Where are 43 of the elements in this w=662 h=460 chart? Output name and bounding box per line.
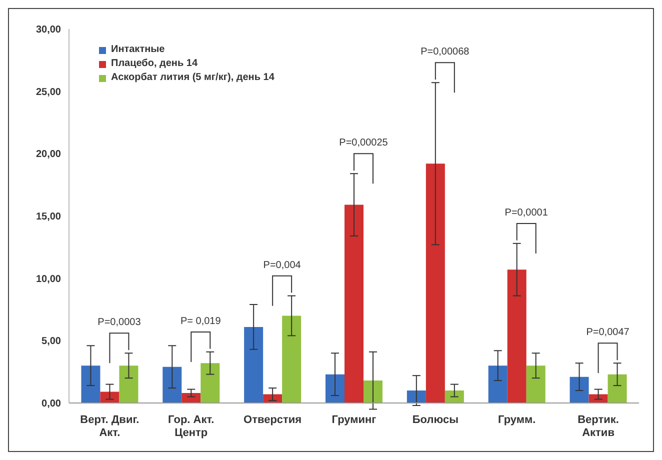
bar [200, 363, 220, 403]
bar [244, 326, 264, 403]
legend-label: Интактные [111, 43, 165, 57]
bar [81, 366, 100, 403]
y-tick-label: 5,00 [42, 336, 62, 348]
annotation: P=0,0003 [98, 317, 142, 328]
annotation: P=0,00068 [420, 46, 470, 58]
bar [282, 316, 302, 403]
y-tick-label: 20,00 [36, 149, 62, 160]
x-tick-label: Грумм. [498, 414, 536, 426]
y-tick-label: 30,00 [36, 24, 62, 36]
bar [326, 374, 344, 403]
bar [344, 204, 364, 403]
x-tick-label: Болюсы [412, 414, 458, 426]
bar [364, 380, 382, 403]
x-tick-label: Груминг [332, 414, 377, 426]
bar [608, 374, 627, 403]
annotation: P= 0,019 [180, 316, 222, 327]
bar [526, 366, 546, 403]
bar [507, 270, 526, 403]
bar [444, 390, 464, 403]
y-tick-label: 10,00 [36, 274, 62, 285]
annotation: P=0,0047 [586, 327, 630, 338]
y-tick-label: 25,00 [36, 86, 62, 98]
x-tick-label: Вертик. Актив [578, 414, 619, 439]
bar [100, 392, 120, 403]
x-tick-label: Гор. Акт. Центр [168, 414, 214, 439]
annotation: P=0,00025 [339, 138, 388, 149]
bar [162, 366, 182, 403]
bar [119, 366, 138, 403]
legend-label: Плацебо, день 14 [111, 57, 198, 71]
bar [570, 376, 589, 403]
annotation: P=0,004 [263, 260, 302, 271]
legend-label: Аскорбат лития (5 мг/кг), день 14 [111, 71, 274, 85]
bar [406, 390, 426, 403]
bar [182, 393, 201, 403]
x-tick-label: Отверстия [244, 414, 302, 426]
bar [488, 366, 508, 403]
bar [426, 164, 445, 403]
y-tick-label: 15,00 [36, 212, 62, 223]
annotation: P=0,0001 [504, 207, 548, 218]
x-tick-label: Верт. Двиг. Акт. [80, 414, 140, 439]
y-tick-label: 0,00 [42, 398, 62, 410]
